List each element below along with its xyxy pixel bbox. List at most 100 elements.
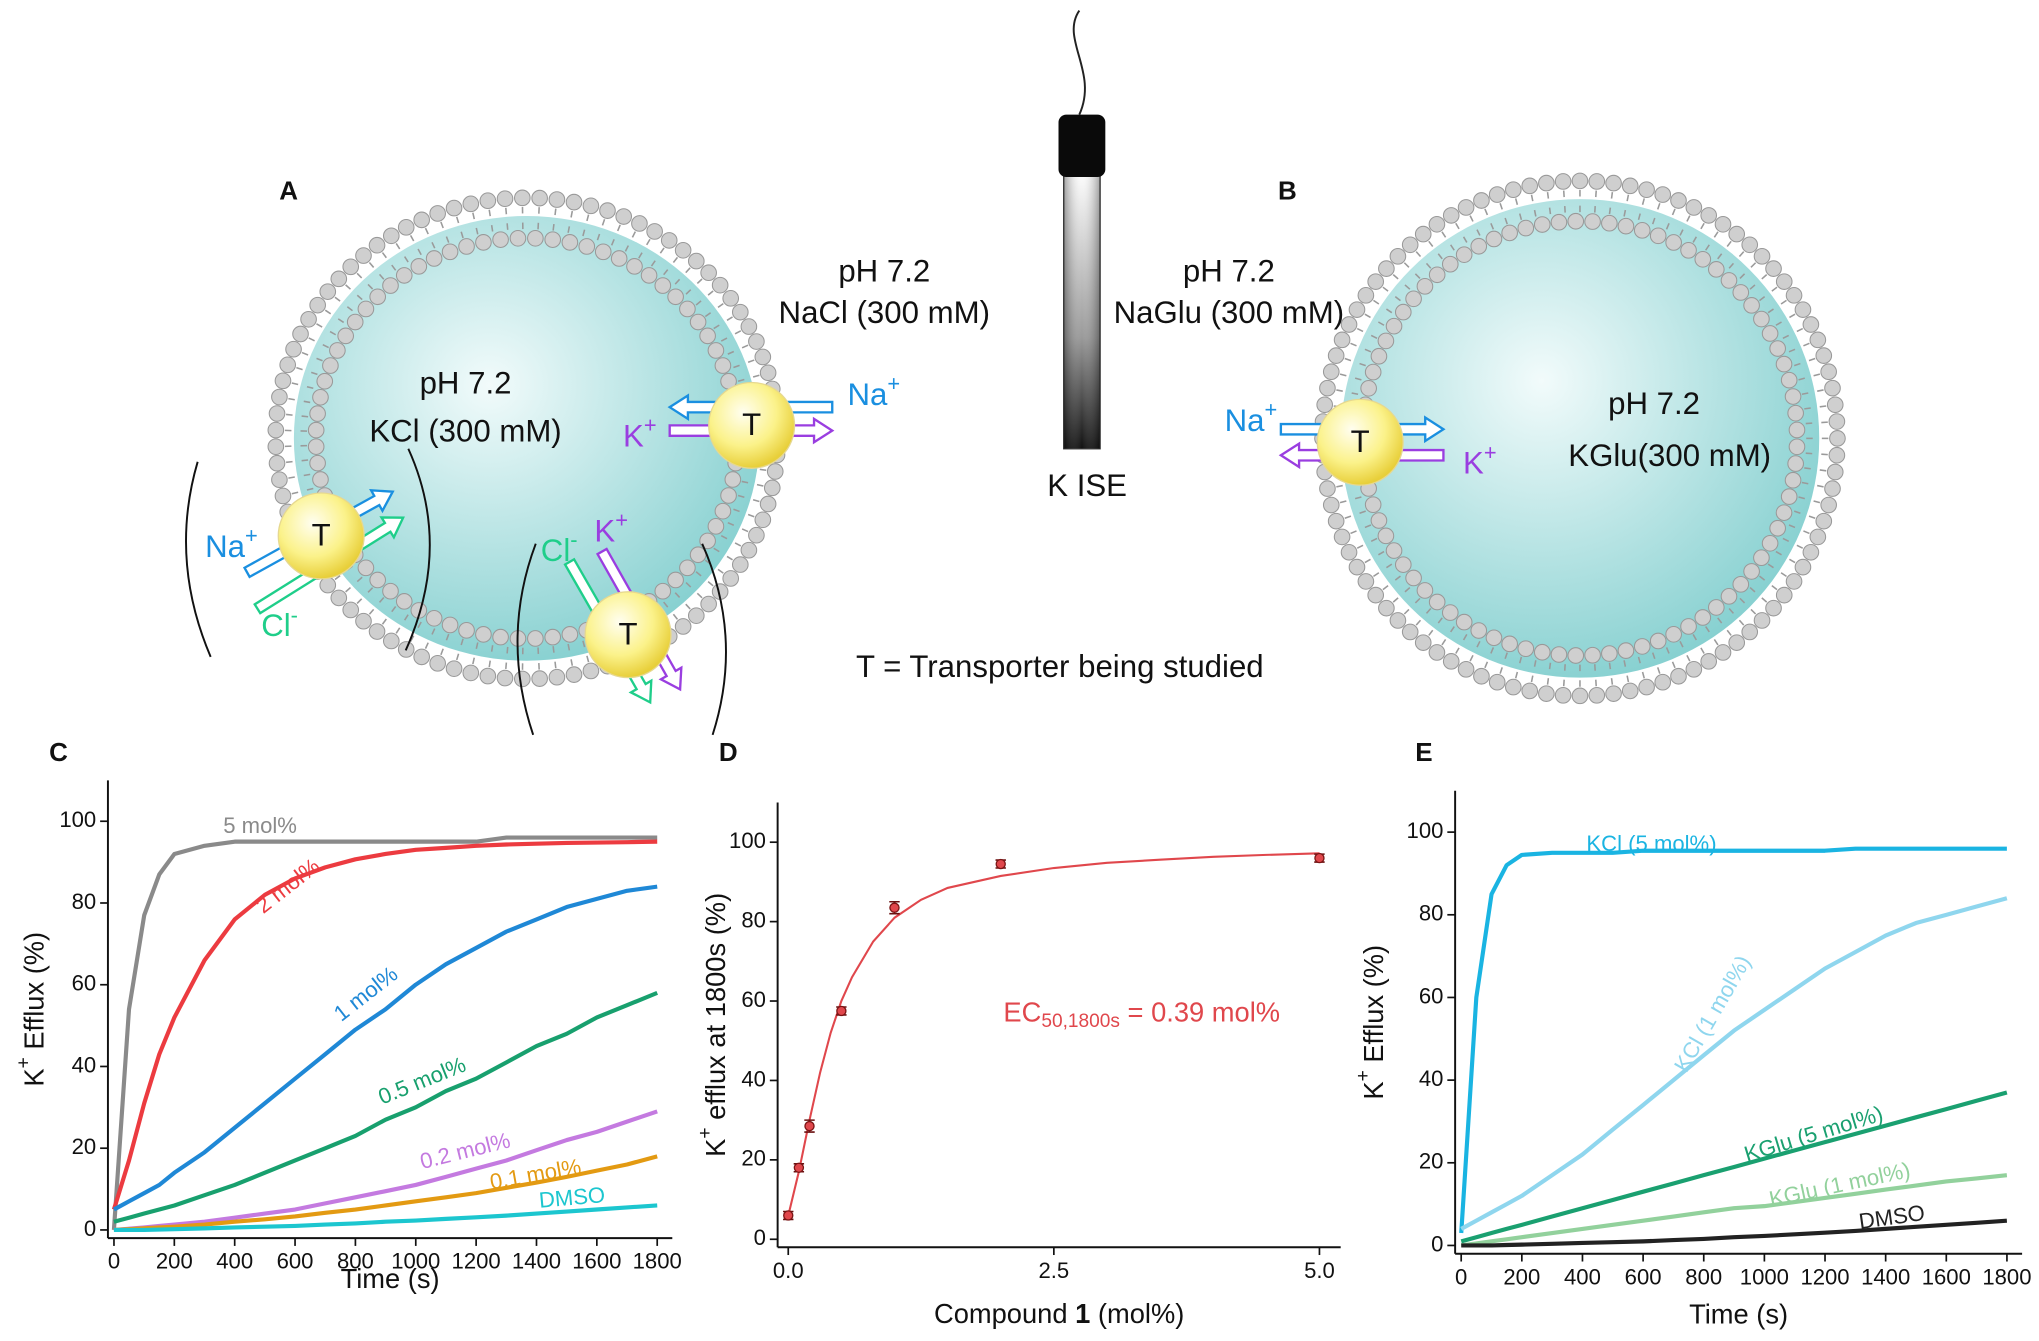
lipid-tail xyxy=(1469,654,1474,662)
lipid-head xyxy=(429,205,446,222)
lipid-tail xyxy=(1750,262,1757,268)
text-part: Efflux (%) xyxy=(19,932,50,1057)
y-tick-label: 40 xyxy=(72,1052,97,1077)
text-part: - xyxy=(570,527,577,552)
lipid-tail xyxy=(296,366,303,371)
lipid-head xyxy=(1794,558,1812,576)
vesicle-lumen xyxy=(293,216,760,661)
lipid-tail xyxy=(424,227,429,235)
lipid-tail xyxy=(490,224,494,232)
lipid-tail xyxy=(1813,373,1821,377)
lipid-tail xyxy=(1608,207,1612,215)
lipid-tail xyxy=(1728,607,1735,614)
lipid-head xyxy=(759,364,777,382)
lipid-tail xyxy=(1626,194,1630,202)
lipid-tail xyxy=(1356,544,1364,549)
x-tick-label: 400 xyxy=(1564,1264,1601,1289)
lipid-tail xyxy=(285,413,293,416)
lipid-tail xyxy=(1437,617,1443,624)
lipid-head xyxy=(1441,604,1459,621)
lipid-head xyxy=(1633,638,1651,655)
lipid-tail xyxy=(1385,308,1393,314)
lipid-tail xyxy=(308,337,315,342)
lipid-tail xyxy=(1788,524,1796,529)
text-part: Na xyxy=(205,529,246,564)
lipid-tail xyxy=(505,207,508,215)
lipid-head xyxy=(496,669,514,687)
lipid-tail xyxy=(663,269,669,276)
lipid-head xyxy=(1405,290,1422,308)
lipid-head xyxy=(382,632,400,650)
lipid-tail xyxy=(1455,222,1460,230)
lipid-head xyxy=(646,223,663,240)
lipid-tail xyxy=(285,460,293,464)
lipid-tail xyxy=(440,221,444,229)
lipid-head xyxy=(1533,216,1551,233)
lipid-tail xyxy=(288,476,295,479)
lipid-tail xyxy=(1339,373,1347,377)
lipid-tail xyxy=(1819,405,1827,408)
lipid-tail xyxy=(1671,208,1676,216)
lipid-tail xyxy=(695,300,702,306)
lipid-tail xyxy=(1728,262,1735,269)
lipid-head xyxy=(544,628,562,646)
lipid-head xyxy=(357,300,375,318)
lipid-head xyxy=(1621,177,1639,195)
lipid-head xyxy=(475,626,492,643)
lipid-head xyxy=(1414,225,1432,243)
lipid-tail xyxy=(306,385,314,390)
lipid-head xyxy=(1649,632,1667,650)
lipid-tail xyxy=(356,294,363,301)
lipid-tail xyxy=(1738,619,1745,626)
lipid-tail xyxy=(445,236,450,243)
lipid-head xyxy=(699,532,716,550)
lipid-tail xyxy=(1469,215,1474,222)
lipid-head xyxy=(1601,645,1618,662)
lipid-tail xyxy=(1370,537,1378,543)
lipid-tail xyxy=(1377,550,1385,556)
lipid-tail xyxy=(1344,357,1352,362)
lipid-head xyxy=(1473,192,1490,209)
lipid-tail xyxy=(685,603,691,610)
lipid-head xyxy=(285,340,302,358)
lipid-tail xyxy=(1626,675,1630,683)
lipid-head xyxy=(527,630,544,647)
lipid-head xyxy=(1670,667,1687,685)
lipid-tail xyxy=(720,534,728,540)
lipid-head xyxy=(1377,527,1395,545)
lipid-head xyxy=(748,526,765,544)
lipid-head xyxy=(722,290,740,307)
panel-label: D xyxy=(719,737,738,767)
lipid-head xyxy=(413,211,431,229)
lipid-head xyxy=(1322,496,1340,514)
x-tick-label: 200 xyxy=(156,1249,193,1274)
lipid-head xyxy=(1775,504,1793,521)
x-tick-label: 1800 xyxy=(1982,1264,2031,1289)
lipid-tail xyxy=(472,657,476,665)
lipid-tail xyxy=(1428,629,1434,636)
lipid-head xyxy=(267,421,285,439)
y-axis-label: K+ Efflux (%) xyxy=(14,932,50,1087)
lipid-head xyxy=(1680,241,1697,259)
lipid-head xyxy=(300,310,317,328)
lipid-head xyxy=(319,283,337,300)
lipid-tail xyxy=(747,359,755,363)
lipid-tail xyxy=(552,223,555,231)
lipid-head xyxy=(1357,287,1375,304)
lipid-tail xyxy=(624,245,630,252)
lipid-head xyxy=(594,243,612,261)
lipid-head xyxy=(1533,643,1551,661)
lipid-tail xyxy=(741,344,749,349)
lipid-tail xyxy=(631,231,637,238)
lipid-head xyxy=(1775,273,1793,290)
lipid-head xyxy=(1741,236,1759,254)
lipid-tail xyxy=(570,210,574,218)
lipid-tail xyxy=(1514,198,1519,205)
lipid-tail xyxy=(759,468,767,472)
lipid-head xyxy=(1550,646,1568,663)
lipid-head xyxy=(271,388,288,406)
lipid-head xyxy=(1428,644,1446,661)
lipid-head xyxy=(309,405,326,422)
series-line xyxy=(113,1154,658,1233)
lipid-tail xyxy=(567,226,571,233)
